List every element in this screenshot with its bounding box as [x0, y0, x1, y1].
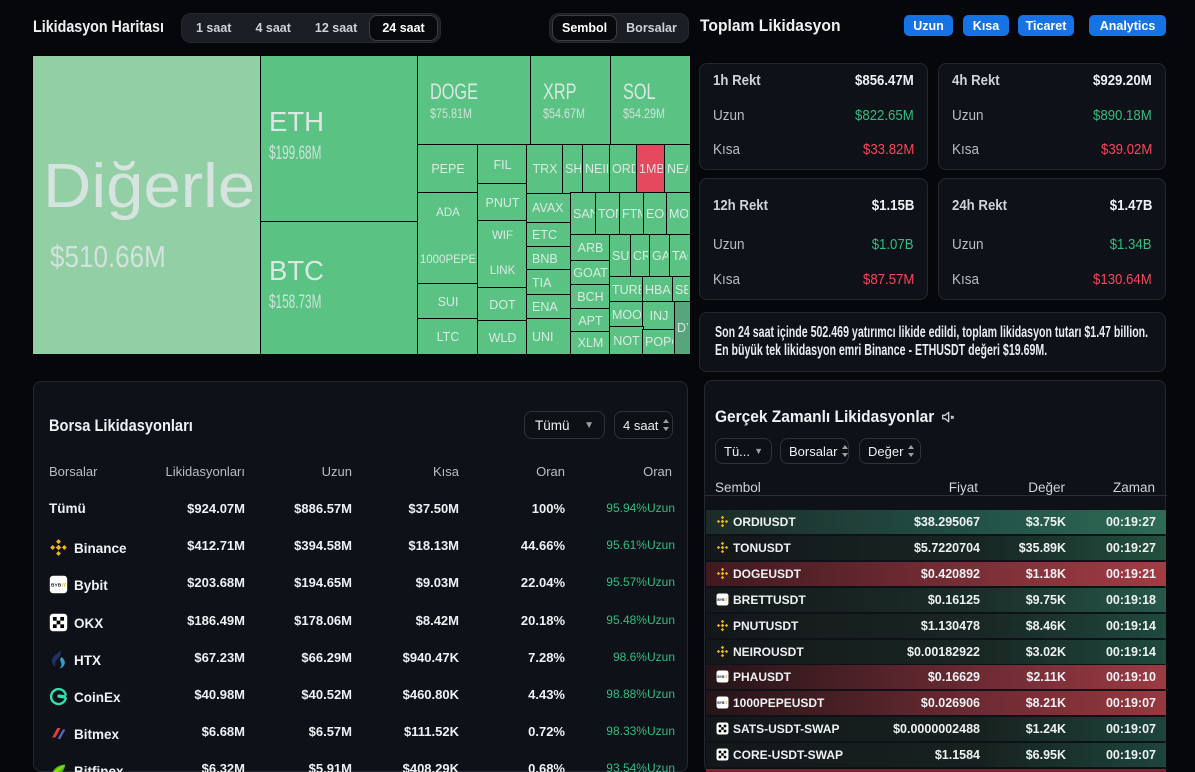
svg-text:BYB!T: BYB!T — [51, 583, 66, 589]
svg-text:BYB!T: BYB!T — [717, 675, 727, 679]
svg-text:BYB!T: BYB!T — [717, 598, 727, 602]
svg-text:BYB!T: BYB!T — [717, 701, 727, 705]
